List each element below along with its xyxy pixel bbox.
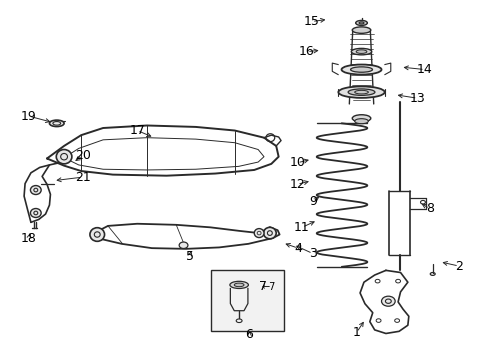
Ellipse shape [355, 50, 366, 53]
Text: 5: 5 [185, 249, 193, 262]
Ellipse shape [341, 64, 381, 75]
Ellipse shape [354, 119, 367, 124]
Text: 17: 17 [129, 124, 145, 137]
Text: 3: 3 [308, 247, 316, 260]
Text: 16: 16 [299, 45, 314, 58]
Text: ←7: ←7 [261, 282, 275, 292]
Ellipse shape [338, 86, 384, 98]
Ellipse shape [30, 208, 41, 217]
Text: 14: 14 [416, 63, 432, 76]
Ellipse shape [56, 149, 72, 164]
Text: 13: 13 [409, 92, 425, 105]
Ellipse shape [254, 229, 264, 238]
Text: 1: 1 [352, 326, 360, 339]
Text: 12: 12 [289, 178, 305, 191]
Ellipse shape [351, 27, 370, 33]
Text: 11: 11 [294, 221, 309, 234]
Ellipse shape [355, 21, 366, 26]
Ellipse shape [179, 242, 187, 248]
Bar [211, 270, 284, 330]
Text: 10: 10 [288, 156, 305, 169]
Text: 15: 15 [303, 15, 319, 28]
Ellipse shape [49, 120, 64, 127]
Text: 6: 6 [245, 328, 253, 341]
Text: 2: 2 [454, 260, 462, 273]
Ellipse shape [351, 115, 370, 122]
Ellipse shape [234, 283, 244, 287]
Text: 19: 19 [21, 110, 37, 123]
Text: 18: 18 [21, 231, 37, 244]
Ellipse shape [350, 48, 371, 55]
Text: 9: 9 [308, 195, 316, 208]
Ellipse shape [347, 89, 374, 95]
Ellipse shape [350, 67, 372, 72]
Ellipse shape [30, 185, 41, 194]
Text: 4: 4 [294, 242, 302, 255]
Ellipse shape [263, 227, 276, 239]
Text: 8: 8 [425, 202, 433, 215]
Ellipse shape [381, 296, 394, 306]
Text: 20: 20 [75, 149, 90, 162]
Text: 21: 21 [75, 171, 90, 184]
Ellipse shape [358, 22, 363, 24]
Text: 7: 7 [258, 280, 266, 293]
Ellipse shape [229, 281, 248, 288]
Ellipse shape [90, 228, 104, 241]
